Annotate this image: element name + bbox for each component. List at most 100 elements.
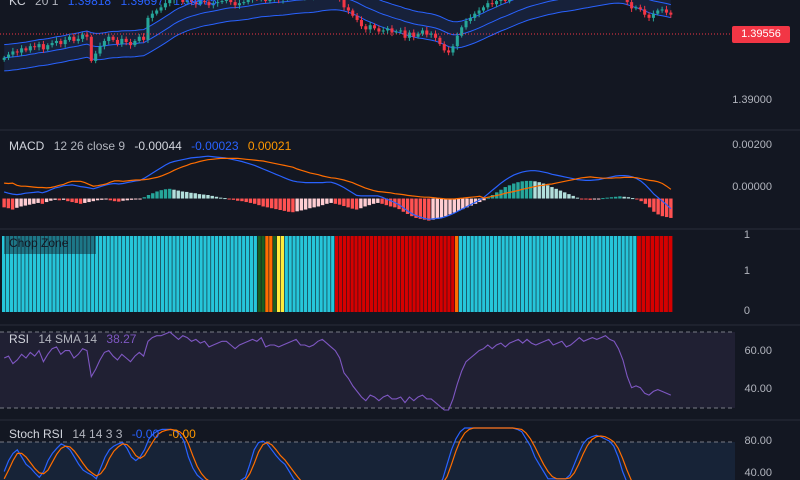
candle-body (477, 10, 481, 14)
macd-histogram-bar (592, 198, 597, 200)
chop-zone-bar (412, 236, 416, 312)
macd-histogram-bar (613, 196, 618, 199)
chop-zone-bar (524, 236, 528, 312)
macd-histogram-bar (23, 198, 28, 206)
candle-body (447, 50, 451, 53)
candle-body (499, 0, 503, 2)
chop-zone-bar (617, 236, 621, 312)
chop-zone-bar (420, 236, 424, 312)
macd-histogram-bar (32, 198, 36, 204)
chop-zone-bar (52, 236, 56, 312)
macd-histogram-bar (49, 198, 53, 201)
macd-line-value: -0.00023 (191, 139, 239, 153)
macd-histogram-bar (647, 198, 652, 208)
macd-histogram-bar (244, 198, 248, 203)
rsi-name[interactable]: RSI (9, 332, 30, 346)
last-price-tag[interactable]: 1.39556 (732, 26, 790, 43)
stoch-name[interactable]: Stoch RSI (9, 427, 64, 441)
macd-histogram-bar (618, 196, 622, 199)
candle-body (651, 13, 655, 18)
candle-body (434, 33, 438, 38)
macd-histogram-bar (227, 198, 231, 200)
macd-histogram-bar (630, 198, 635, 200)
candle-body (81, 34, 85, 39)
macd-pane (2, 155, 673, 221)
chop-zone-bar (118, 236, 122, 312)
chop-zone-bar (5, 236, 10, 312)
macd-histogram-bar (10, 198, 15, 210)
macd-histogram-bar (588, 198, 592, 200)
chop-zone-bar (153, 236, 157, 312)
stoch-k-value: -0.00 (131, 427, 160, 441)
macd-histogram-bar (2, 198, 6, 208)
chop-zone-bar (63, 236, 68, 312)
candle-body (185, 0, 189, 3)
macd-histogram-bar (384, 198, 389, 206)
chop-name[interactable]: Chop Zone (9, 236, 69, 250)
chop-zone-bar (416, 236, 420, 312)
macd-histogram-bar (596, 198, 601, 200)
macd-histogram-bar (261, 198, 265, 207)
stoch-band-fill (0, 442, 735, 480)
macd-histogram-bar (27, 198, 32, 205)
candle-body (190, 0, 194, 3)
chop-zone-bar (555, 236, 559, 312)
chop-zone-bar (156, 236, 161, 312)
macd-histogram-bar (95, 198, 100, 201)
chop-zone-bar (315, 236, 319, 312)
macd-histogram-bar (414, 198, 418, 218)
chop-zone-bar (567, 236, 571, 312)
chop-zone-bar (659, 236, 664, 312)
macd-histogram-bar (303, 198, 308, 210)
kc-name[interactable]: KC (9, 0, 26, 8)
macd-histogram-bar (168, 188, 172, 199)
macd-histogram-bar (104, 198, 108, 200)
candle-body (198, 1, 202, 5)
macd-histogram-bar (388, 198, 393, 207)
chop-zone-bar (650, 236, 655, 312)
candle-body (481, 7, 485, 11)
rsi-tick-40: 40.00 (744, 383, 772, 395)
chop-zone-bar (331, 236, 335, 312)
candle-body (508, 0, 512, 2)
chop-zone-bar (273, 236, 277, 312)
candle-body (399, 30, 403, 32)
candle-body (420, 30, 424, 34)
macd-name[interactable]: MACD (9, 139, 45, 153)
macd-histogram-bar (571, 195, 575, 199)
stoch-d-value: -0.00 (168, 427, 196, 441)
candle-body (63, 39, 67, 45)
chop-zone-bar (180, 236, 184, 312)
kc-legend: KC 20 1 1.39818 1.39697 1.39575 (9, 0, 223, 8)
chop-zone-bar (334, 236, 339, 312)
macd-histogram-bar (325, 198, 329, 204)
chop-zone-bar (505, 236, 509, 312)
candle-body (41, 44, 45, 50)
chop-zone-bar (75, 236, 79, 312)
macd-histogram-bar (359, 198, 363, 209)
macd-histogram-bar (609, 197, 614, 199)
chop-zone-bar (462, 236, 467, 312)
macd-histogram-bar (15, 198, 19, 208)
candle-body (46, 45, 50, 50)
macd-histogram-bar (554, 188, 558, 199)
macd-histogram-bar (465, 198, 469, 208)
macd-histogram-bar (66, 198, 70, 202)
chop-zone-bar (427, 236, 432, 312)
macd-histogram-bar (363, 198, 367, 207)
kc-value-2: 1.39697 (120, 0, 164, 8)
chop-zone-bar (493, 236, 498, 312)
macd-histogram-bar (422, 198, 427, 220)
chop-zone-bar (582, 236, 587, 312)
macd-histogram-bar (329, 198, 333, 203)
chop-zone-bar (455, 236, 459, 312)
rsi-legend: RSI 14 SMA 14 38.27 (9, 332, 142, 346)
chop-zone-bar (485, 236, 490, 312)
chop-zone-bar (94, 236, 99, 312)
candle-body (50, 43, 54, 46)
chop-zone-bar (435, 236, 439, 312)
candle-body (163, 3, 167, 8)
candle-body (342, 0, 346, 8)
macd-histogram-bar (19, 198, 23, 207)
candle-body (664, 9, 668, 13)
